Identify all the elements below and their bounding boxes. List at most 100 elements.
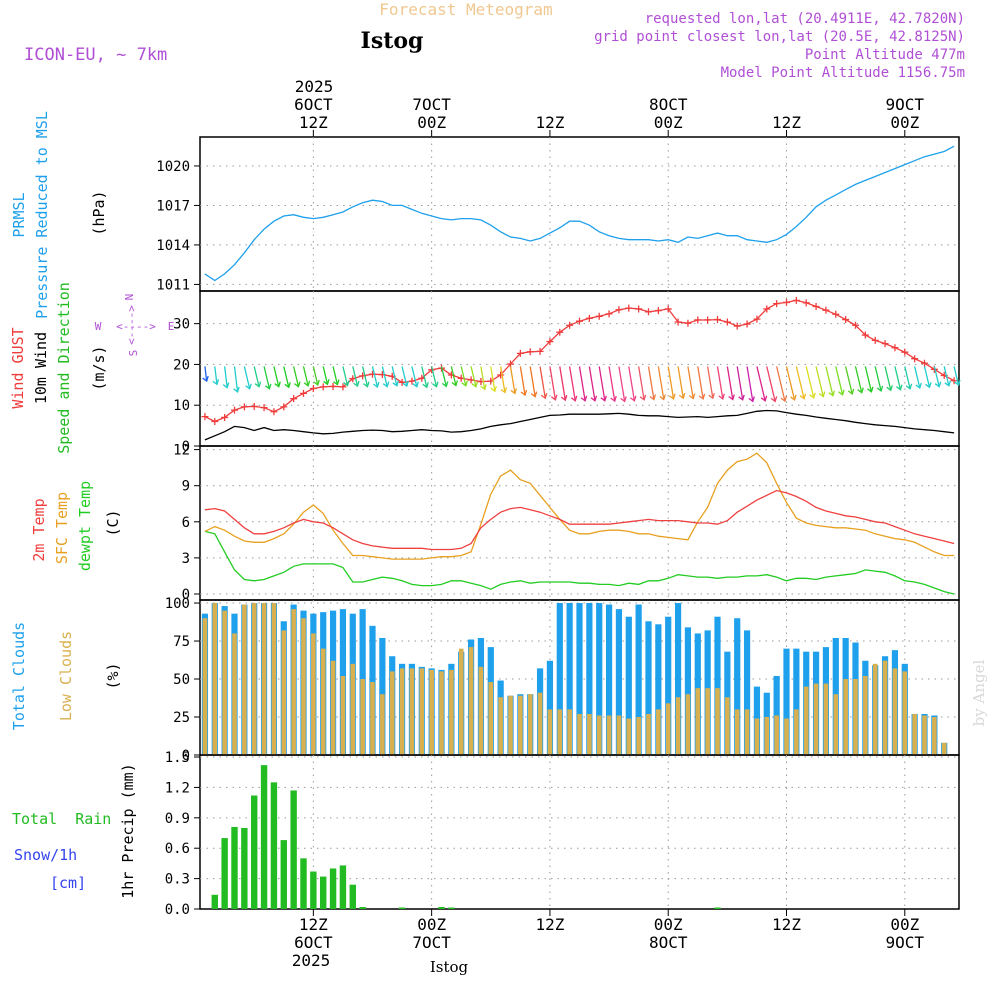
wind-arrow-head (925, 382, 932, 389)
bottom-hour-label: 12Z (535, 915, 564, 934)
precipitation-chart: 0.0 0.3 0.6 0.9 1.2 1.5 (165, 750, 960, 918)
low-cloud-bar (853, 679, 858, 755)
gust-marker (625, 304, 633, 312)
gust-marker (743, 320, 751, 328)
gust-marker (309, 384, 317, 392)
low-cloud-bar (626, 718, 632, 755)
wind-arrow-head (688, 393, 696, 400)
low-cloud-bar (715, 688, 720, 755)
low-cloud-bar (892, 668, 898, 755)
low-cloud-bar (439, 671, 444, 755)
gust-marker (290, 395, 298, 403)
wind-direction-arrow (411, 366, 418, 387)
precip-label-snow-unit: [cm] (50, 874, 86, 892)
wind-direction-arrow (864, 366, 873, 392)
wind-arrow-head (708, 393, 715, 400)
y-tick-label: 1020 (156, 159, 190, 175)
sfc-temp-line (204, 452, 955, 560)
rain-bar (241, 827, 248, 909)
gust-marker (792, 296, 800, 304)
wind-arrow-head (649, 394, 657, 401)
gust-marker (329, 382, 337, 390)
gust-marker (605, 310, 613, 318)
low-cloud-bar (567, 709, 572, 755)
bottom-hour-label: 00Z (654, 915, 683, 934)
y-tick-label: 1.2 (165, 780, 190, 796)
wind-direction-arrow (431, 366, 438, 387)
bottom-hour-label: 00Z (417, 915, 446, 934)
gust-marker (516, 349, 524, 357)
wind-arrow-head (520, 389, 528, 397)
wind-arrow-head (954, 379, 961, 386)
wind-arrow-head (659, 394, 666, 401)
wind-direction-arrow (440, 366, 447, 387)
wind-direction-arrow (923, 366, 931, 388)
low-cloud-bar (330, 660, 336, 755)
wind-direction-arrow (746, 366, 754, 402)
low-cloud-bar (774, 715, 779, 755)
y-tick-label: 9 (182, 479, 190, 495)
wind-direction-arrow (884, 366, 892, 391)
wind-direction-arrow (835, 366, 844, 395)
low-cloud-bar (823, 683, 829, 755)
total-cloud-bar (596, 603, 603, 755)
wind-direction-arrow (805, 366, 815, 398)
low-cloud-bar (872, 663, 878, 755)
wind-arrow-head (530, 391, 538, 398)
wind-direction-arrow (500, 366, 506, 393)
total-cloud-bar (566, 603, 573, 755)
wind-unit: (m/s) (90, 345, 108, 390)
top-hour-label: 00Z (417, 113, 446, 132)
low-cloud-bar (360, 679, 365, 755)
gust-marker (733, 322, 741, 330)
y-tick-label: 6 (182, 515, 190, 531)
wind-direction-arrow (904, 366, 911, 389)
low-cloud-bar (734, 709, 740, 755)
rain-bar (290, 790, 297, 909)
gust-marker (852, 321, 859, 329)
wind-arrow-head (718, 393, 725, 400)
wind-chart: 0 10 20 30 (173, 290, 961, 455)
wind-direction-arrow (845, 366, 853, 395)
y-tick-label: 1.5 (165, 750, 190, 766)
total-cloud-bar (645, 621, 652, 755)
gust-marker (645, 308, 652, 316)
wind-arrow-head (500, 387, 508, 394)
wind-arrow-head (590, 395, 598, 402)
wind-direction-arrow (509, 366, 516, 394)
rain-bar (310, 871, 317, 909)
low-cloud-bar (685, 694, 691, 755)
wind-direction-arrow (519, 366, 526, 396)
low-cloud-bar (813, 683, 819, 755)
wind-arrow-head (944, 380, 951, 387)
gust-marker (684, 319, 692, 327)
wind-arrow-head (620, 396, 627, 403)
total-cloud-bar (615, 609, 623, 755)
location-title: Istog (361, 28, 424, 54)
rain-bar (339, 865, 347, 909)
top-year-label: 2025 (295, 77, 334, 96)
low-cloud-bar (518, 695, 523, 755)
wind-arrow-head (678, 393, 686, 400)
bottom-year-label: 2025 (292, 951, 331, 970)
wind-direction-arrow (933, 366, 940, 387)
wind-arrow-head (580, 395, 588, 402)
low-cloud-bar (902, 671, 908, 755)
low-cloud-bar (932, 717, 937, 755)
wind-direction-arrow (243, 366, 251, 389)
wind-direction-arrow (362, 366, 369, 387)
wind-arrow-head (363, 381, 370, 388)
gust-marker (615, 306, 623, 314)
wind-arrow-head (510, 388, 518, 395)
wind-arrow-head (809, 392, 816, 399)
rain-bar (270, 782, 278, 909)
low-cloud-bar (547, 709, 553, 755)
low-cloud-bar (675, 697, 681, 755)
wind-arrow-head (402, 380, 409, 388)
wind-arrow-head (886, 385, 893, 392)
wind-direction-arrow (302, 366, 309, 386)
wind-arrow-head (412, 381, 419, 388)
wind-label-gust: Wind GUST (9, 327, 27, 408)
precip-panel-labels: Total Rain Snow/1h [cm] 1hr Precip (mm) (12, 763, 137, 898)
